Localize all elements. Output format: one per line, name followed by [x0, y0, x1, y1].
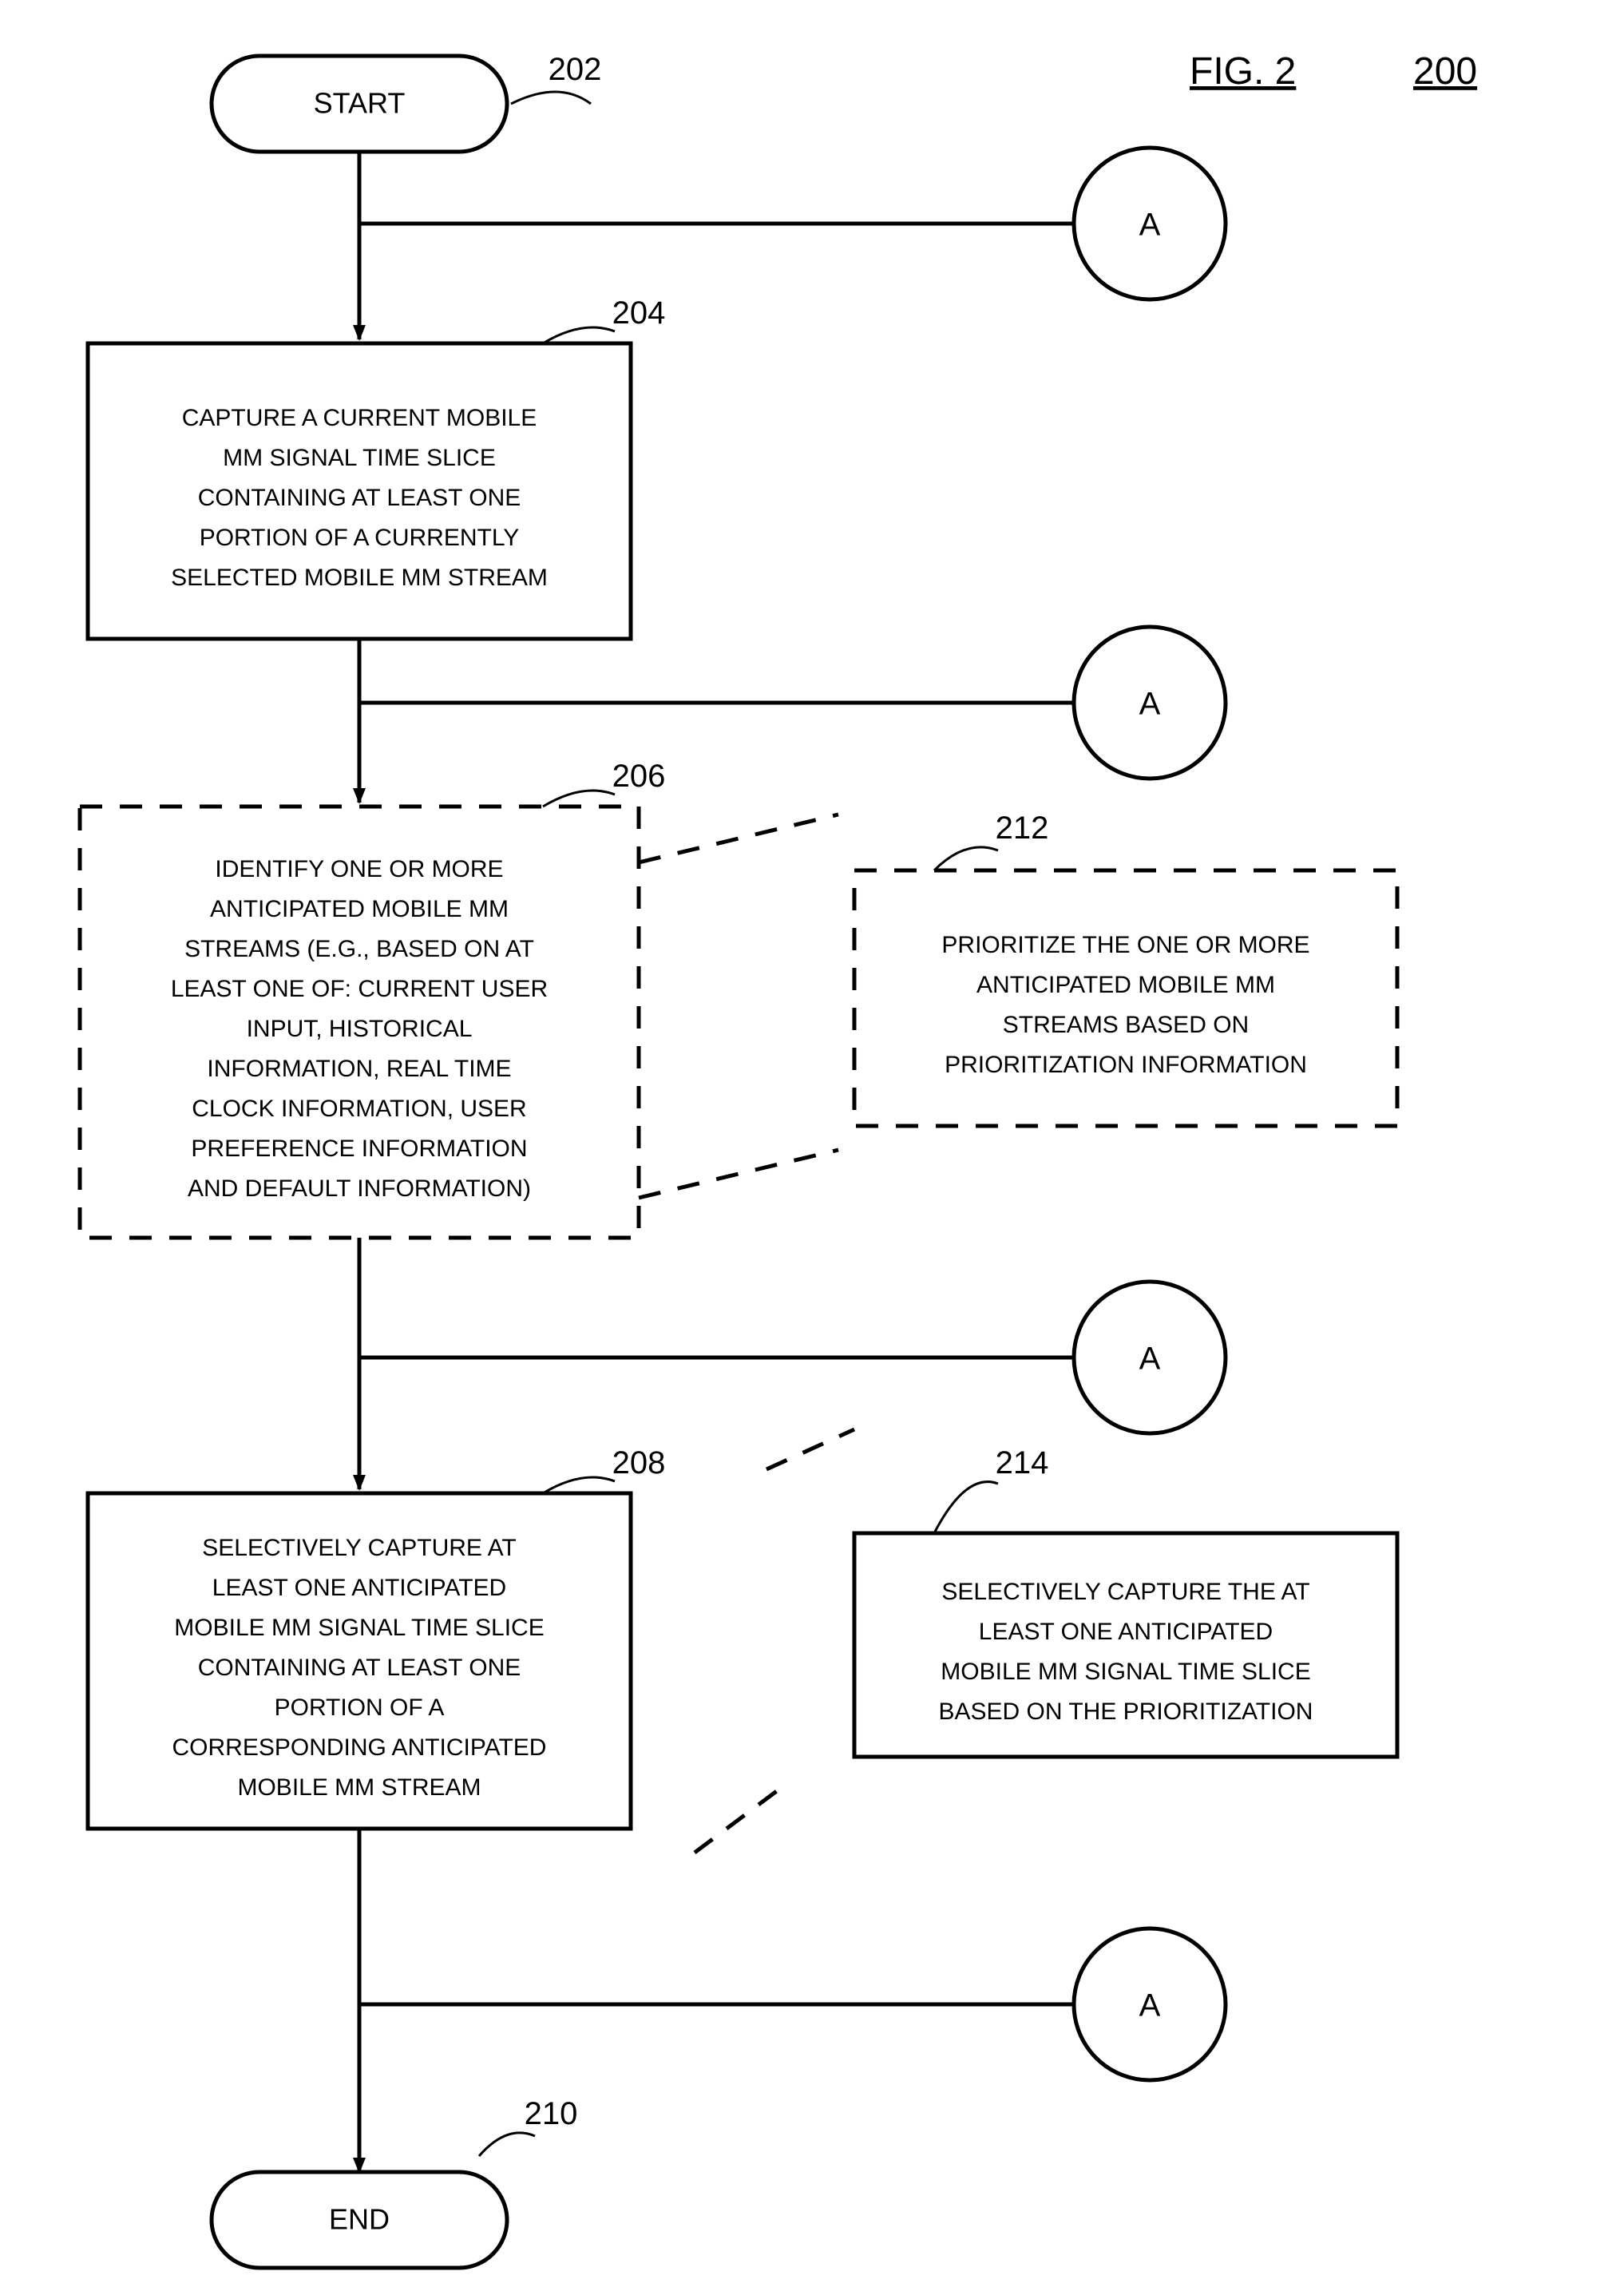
box-212-line-0: PRIORITIZE THE ONE OR MORE	[941, 932, 1309, 958]
ref-leader-206	[543, 791, 615, 807]
box-208-line-4: PORTION OF A	[275, 1694, 445, 1721]
ref-212: 212	[996, 811, 1049, 846]
box-208-line-1: LEAST ONE ANTICIPATED	[212, 1575, 506, 1601]
dashed-link-0	[639, 815, 838, 862]
box-206-line-4: INPUT, HISTORICAL	[247, 1016, 473, 1042]
ref-208: 208	[612, 1445, 666, 1480]
connector-1: A	[1074, 627, 1226, 779]
ref-leader-210	[479, 2133, 535, 2156]
connector-0: A	[1074, 148, 1226, 299]
ref-leader-212	[934, 847, 998, 870]
dashed-link-2	[766, 1429, 854, 1469]
start-label: START	[314, 87, 406, 120]
connector-3: A	[1074, 1928, 1226, 2080]
connector-0-label: A	[1139, 208, 1161, 243]
ref-leader-202	[511, 92, 591, 104]
start-terminator: START	[212, 56, 507, 152]
box-214-line-0: SELECTIVELY CAPTURE THE AT	[941, 1579, 1309, 1605]
box-206-line-5: INFORMATION, REAL TIME	[207, 1056, 511, 1082]
box-206-line-2: STREAMS (E.G., BASED ON AT	[184, 936, 534, 962]
dashed-link-3	[695, 1781, 790, 1853]
connector-3-label: A	[1139, 1988, 1161, 2023]
box-204-line-0: CAPTURE A CURRENT MOBILE	[182, 405, 537, 431]
connector-2: A	[1074, 1282, 1226, 1433]
ref-leader-208	[543, 1477, 615, 1493]
box-214-line-1: LEAST ONE ANTICIPATED	[979, 1619, 1273, 1645]
ref-210: 210	[525, 2096, 578, 2131]
ref-204: 204	[612, 295, 666, 331]
ref-leader-204	[543, 327, 615, 343]
box-208-line-0: SELECTIVELY CAPTURE AT	[202, 1535, 516, 1561]
ref-206: 206	[612, 759, 666, 794]
box-208-line-6: MOBILE MM STREAM	[237, 1774, 481, 1801]
box-204-line-2: CONTAINING AT LEAST ONE	[198, 485, 521, 511]
connector-1-label: A	[1139, 687, 1161, 722]
box-208-line-3: CONTAINING AT LEAST ONE	[198, 1655, 521, 1681]
dashed-link-1	[639, 1150, 838, 1198]
box-208: SELECTIVELY CAPTURE AT LEAST ONE ANTICIPA…	[88, 1493, 631, 1829]
box-204: CAPTURE A CURRENT MOBILE MM SIGNAL TIME S…	[88, 343, 631, 639]
box-212-line-1: ANTICIPATED MOBILE MM	[976, 972, 1275, 998]
ref-leader-214	[934, 1482, 998, 1533]
box-214-line-3: BASED ON THE PRIORITIZATION	[939, 1698, 1313, 1725]
box-208-line-5: CORRESPONDING ANTICIPATED	[172, 1734, 547, 1761]
ref-214: 214	[996, 1445, 1049, 1480]
box-204-line-1: MM SIGNAL TIME SLICE	[223, 445, 496, 471]
end-label: END	[329, 2203, 390, 2236]
box-214-line-2: MOBILE MM SIGNAL TIME SLICE	[941, 1659, 1310, 1685]
box-206-line-1: ANTICIPATED MOBILE MM	[210, 896, 509, 922]
box-206: IDENTIFY ONE OR MORE ANTICIPATED MOBILE M…	[80, 807, 639, 1238]
ref-202: 202	[549, 52, 602, 87]
box-206-line-8: AND DEFAULT INFORMATION)	[188, 1175, 531, 1202]
box-212-line-3: PRIORITIZATION INFORMATION	[945, 1052, 1307, 1078]
box-204-line-3: PORTION OF A CURRENTLY	[200, 525, 520, 551]
box-212: PRIORITIZE THE ONE OR MORE ANTICIPATED MO…	[854, 870, 1397, 1126]
box-214: SELECTIVELY CAPTURE THE AT LEAST ONE ANTI…	[854, 1533, 1397, 1757]
box-206-line-6: CLOCK INFORMATION, USER	[192, 1096, 526, 1122]
box-212-line-2: STREAMS BASED ON	[1003, 1012, 1249, 1038]
box-206-line-3: LEAST ONE OF: CURRENT USER	[171, 976, 548, 1002]
end-terminator: END	[212, 2172, 507, 2268]
box-206-line-7: PREFERENCE INFORMATION	[191, 1136, 527, 1162]
connector-2-label: A	[1139, 1342, 1161, 1377]
box-204-line-4: SELECTED MOBILE MM STREAM	[171, 565, 548, 591]
figure-label: FIG. 2	[1190, 50, 1296, 93]
flowchart: FIG. 2 200 START END CAPTURE A CURRENT MOBIL…	[0, 0, 1624, 2291]
box-208-line-2: MOBILE MM SIGNAL TIME SLICE	[174, 1615, 544, 1641]
box-206-line-0: IDENTIFY ONE OR MORE	[215, 856, 503, 882]
figure-number: 200	[1413, 50, 1477, 93]
